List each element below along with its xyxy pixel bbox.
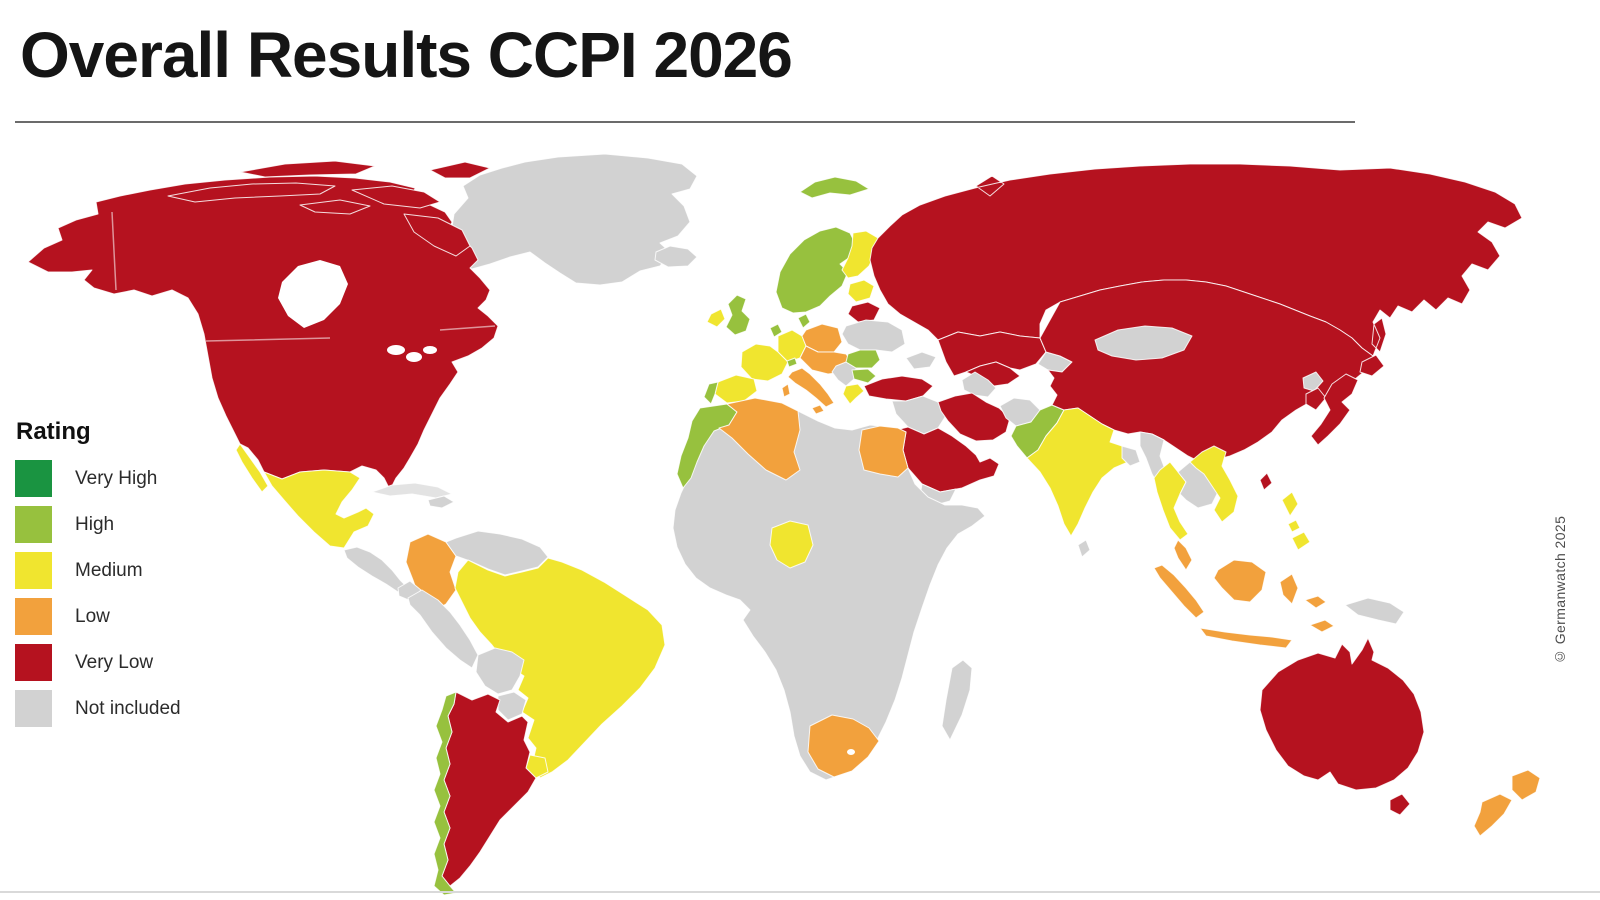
country-ukraine xyxy=(841,319,906,353)
country-south-korea xyxy=(1305,387,1327,411)
country-saudi-arabia xyxy=(895,426,1000,493)
island-tasmania xyxy=(1389,793,1411,816)
great-lakes xyxy=(387,345,437,362)
country-bolivia xyxy=(475,647,525,695)
legend-item-not-included: Not included xyxy=(15,690,181,727)
country-spain xyxy=(714,374,758,404)
very-high-swatch xyxy=(15,460,52,497)
country-japan xyxy=(1310,354,1385,446)
country-cuba xyxy=(371,482,453,499)
legend-label: Not included xyxy=(75,697,181,719)
country-netherlands xyxy=(769,323,783,338)
region-venezuela-guyanas xyxy=(445,530,549,576)
legend-label: High xyxy=(75,513,115,535)
country-mexico xyxy=(235,443,375,549)
region-caucasus xyxy=(905,351,937,370)
country-brazil xyxy=(454,557,666,779)
country-mongolia-overlay xyxy=(1094,325,1193,361)
country-vietnam xyxy=(1189,445,1239,523)
medium-swatch xyxy=(15,552,52,589)
legend-heading: Rating xyxy=(16,418,91,445)
us-canada-border xyxy=(111,211,496,342)
country-bulgaria xyxy=(851,368,877,384)
country-iceland xyxy=(654,245,698,268)
country-kazakhstan xyxy=(937,331,1047,377)
country-chile xyxy=(433,691,457,896)
legend-label: Low xyxy=(75,605,110,627)
country-greenland xyxy=(449,153,698,286)
region-baltics xyxy=(847,279,875,303)
bottom-divider xyxy=(0,891,1600,893)
country-united-kingdom xyxy=(725,294,751,336)
country-nigeria xyxy=(769,520,814,569)
country-denmark xyxy=(797,313,811,329)
legend-label: Medium xyxy=(75,559,143,581)
country-ireland xyxy=(706,308,726,328)
copyright-credit: © Germanwatch 2025 xyxy=(1552,515,1568,665)
not-included-swatch xyxy=(15,690,52,727)
legend-item-very-high: Very High xyxy=(15,460,181,497)
country-egypt xyxy=(858,425,909,478)
country-bangladesh xyxy=(1121,445,1141,467)
legend-item-high: High xyxy=(15,506,181,543)
country-south-africa xyxy=(807,714,880,778)
legend-label: Very High xyxy=(75,467,158,489)
rating-legend: Rating Very High High Medium Low Very Lo… xyxy=(15,418,181,736)
country-switzerland xyxy=(786,357,798,368)
country-belarus xyxy=(847,301,881,323)
country-lesotho xyxy=(847,749,855,755)
country-argentina xyxy=(441,691,537,887)
legend-label: Very Low xyxy=(75,651,154,673)
arctic-islands xyxy=(167,160,491,257)
country-indonesia xyxy=(1153,559,1335,649)
country-australia xyxy=(1259,637,1425,791)
country-romania xyxy=(845,349,881,369)
low-swatch xyxy=(15,598,52,635)
country-france xyxy=(740,343,789,382)
country-new-zealand xyxy=(1473,769,1541,837)
legend-item-very-low: Very Low xyxy=(15,644,181,681)
island-hispaniola xyxy=(427,495,455,509)
high-swatch xyxy=(15,506,52,543)
hudson-bay xyxy=(278,260,348,328)
country-taiwan xyxy=(1259,472,1273,491)
country-greece xyxy=(842,383,865,405)
country-portugal xyxy=(703,381,719,405)
region-papua-new-guinea xyxy=(1344,597,1405,625)
country-peru xyxy=(407,589,479,669)
country-paraguay xyxy=(497,691,527,721)
country-turkmenistan xyxy=(961,371,997,398)
page-title: Overall Results CCPI 2026 xyxy=(20,19,793,91)
country-north-korea xyxy=(1302,371,1324,392)
country-russia xyxy=(869,163,1523,357)
country-italy xyxy=(781,367,835,415)
country-malaysia xyxy=(1173,539,1193,571)
title-divider xyxy=(15,121,1355,123)
legend-item-low: Low xyxy=(15,598,181,635)
region-north-america xyxy=(27,175,499,491)
country-madagascar xyxy=(941,659,973,741)
country-finland xyxy=(841,230,879,279)
country-algeria xyxy=(718,397,801,481)
country-philippines xyxy=(1281,491,1311,551)
country-sri-lanka xyxy=(1077,539,1091,558)
region-central-america xyxy=(343,546,407,593)
region-levant-iraq xyxy=(891,395,948,435)
island-svalbard xyxy=(799,176,870,199)
country-turkey xyxy=(863,375,934,402)
legend-item-medium: Medium xyxy=(15,552,181,589)
country-iran xyxy=(937,392,1011,442)
very-low-swatch xyxy=(15,644,52,681)
